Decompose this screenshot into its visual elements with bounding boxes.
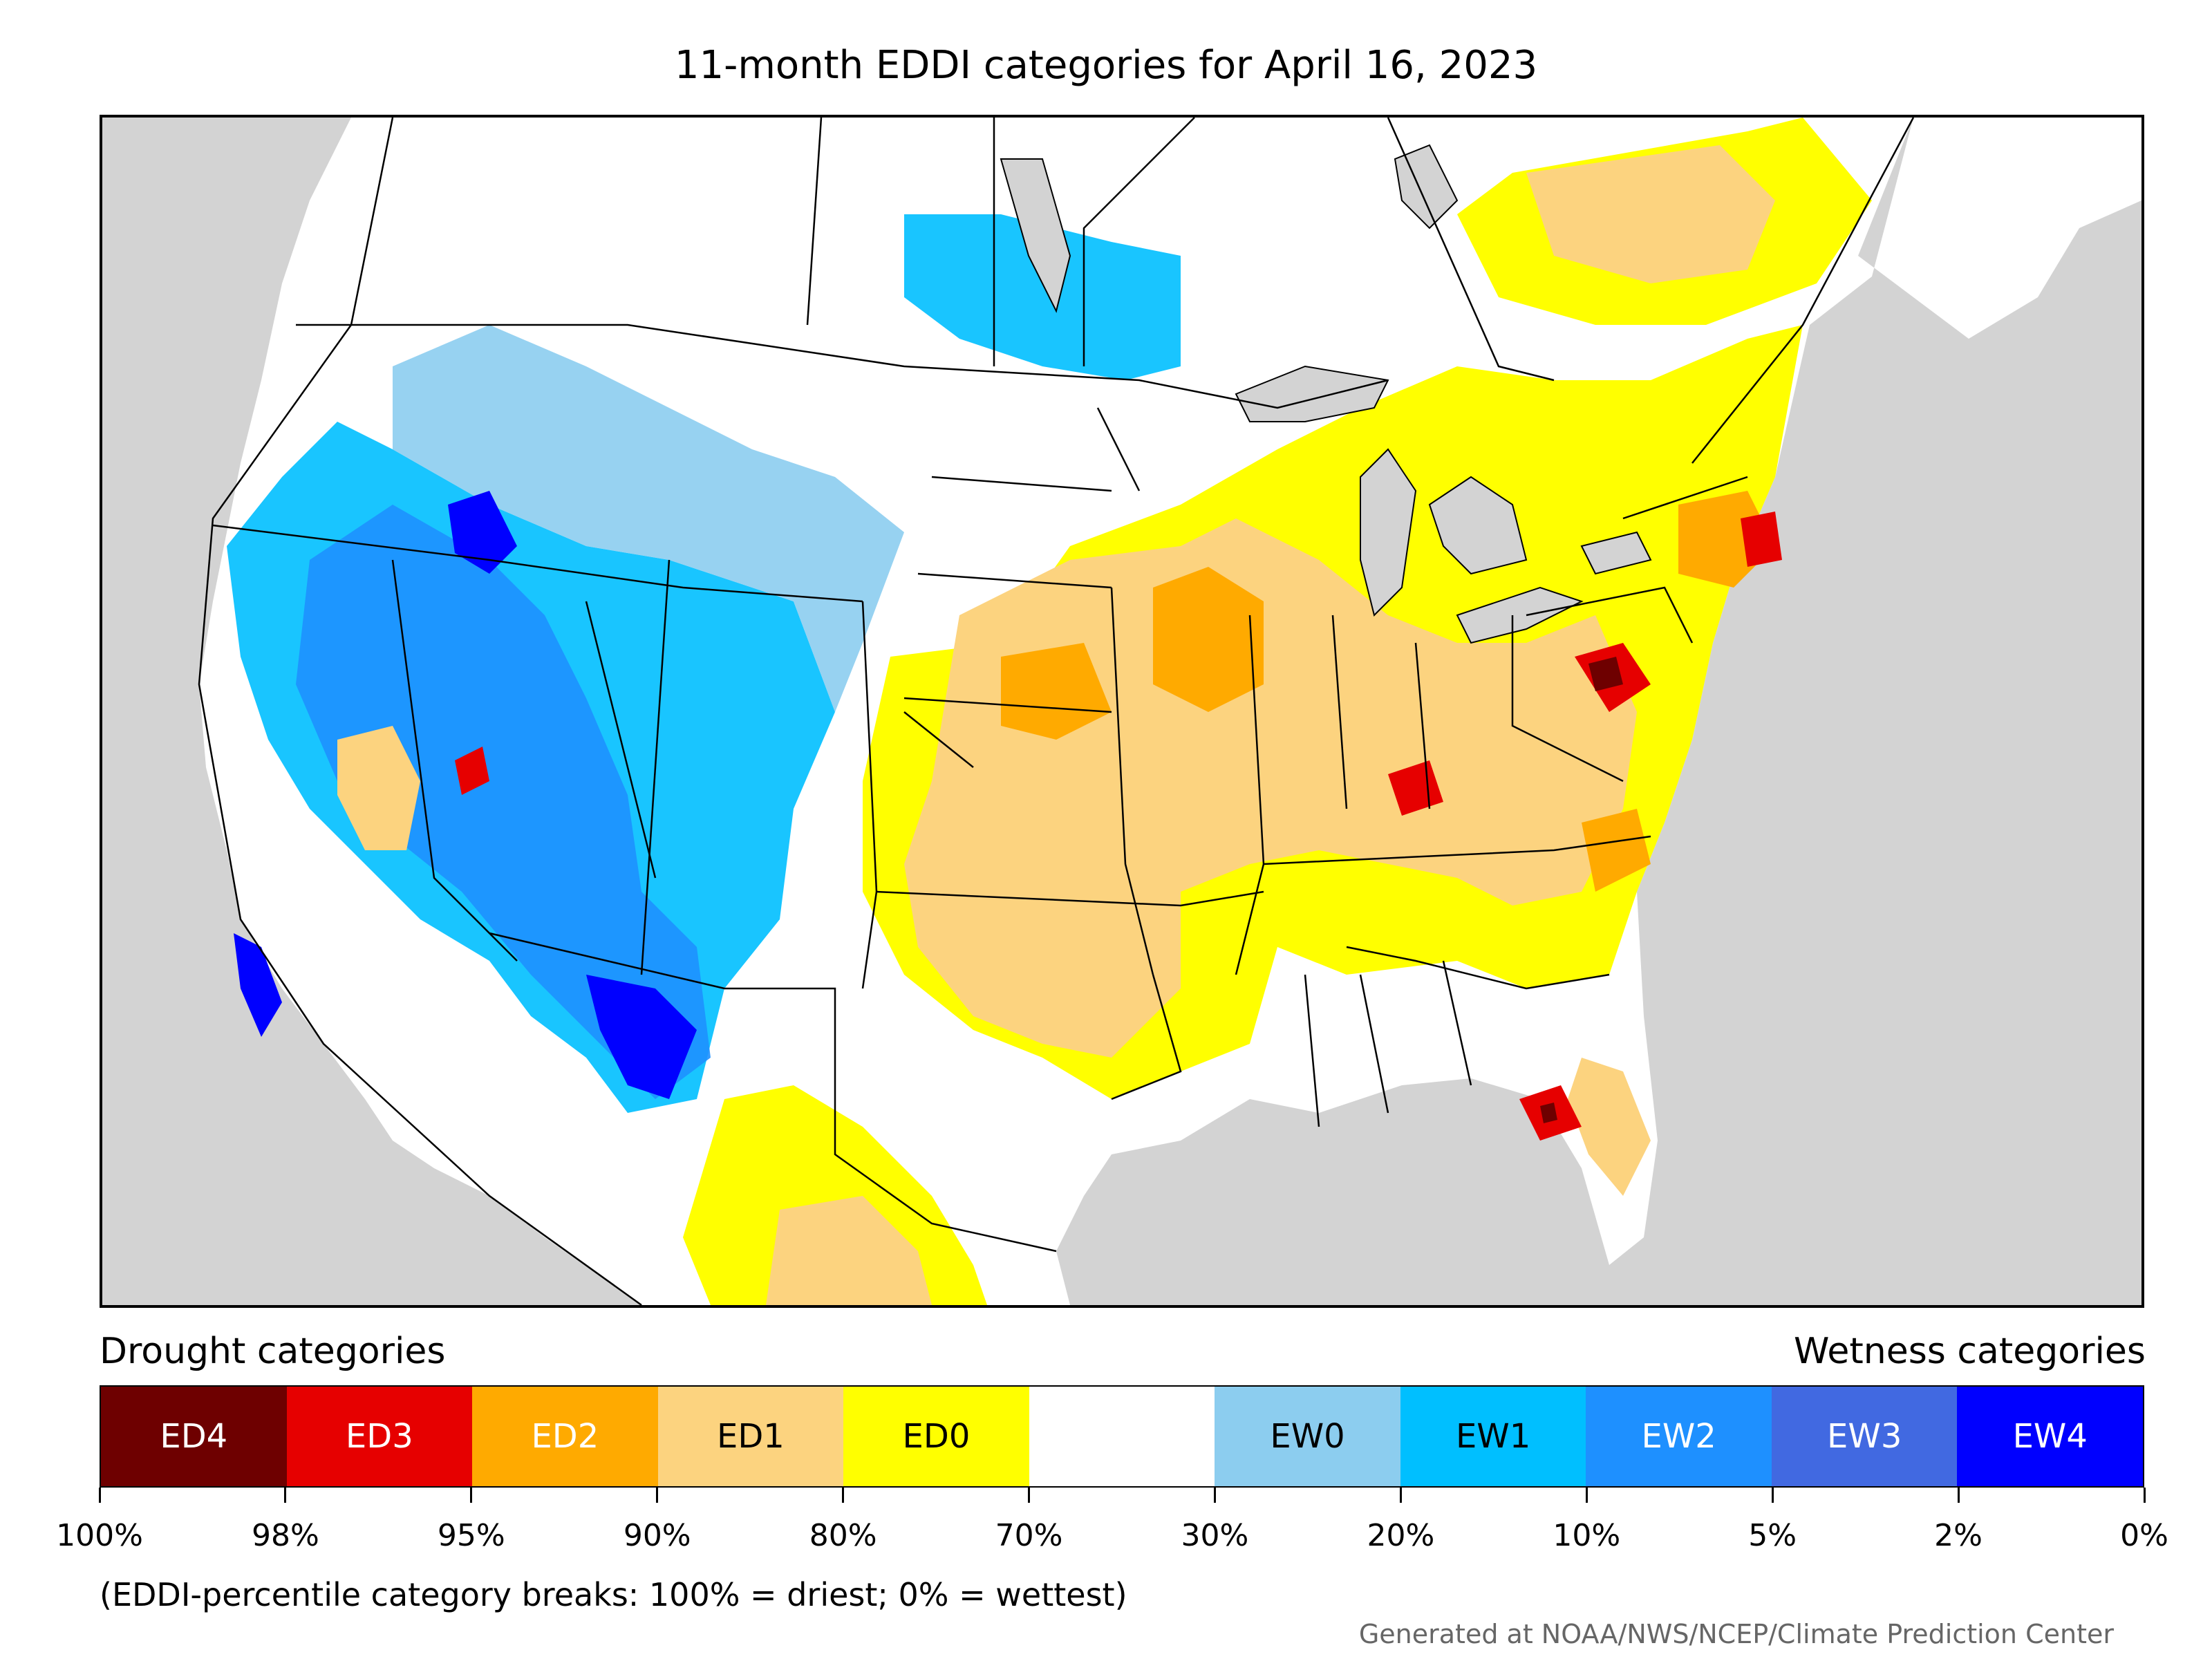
source-credit: Generated at NOAA/NWS/NCEP/Climate Predi… xyxy=(1358,1619,2114,1649)
colorbar-tick-label: 20% xyxy=(1367,1518,1435,1553)
colorbar-tick-label: 10% xyxy=(1553,1518,1621,1553)
legend-cell-ed1: ED1 xyxy=(657,1387,844,1486)
wet-area-canada-ew1 xyxy=(904,214,1181,380)
colorbar-tick-label: 70% xyxy=(995,1518,1063,1553)
eddi-map xyxy=(100,115,2144,1308)
colorbar-tick xyxy=(1771,1488,1774,1503)
legend-cell-ed0: ED0 xyxy=(843,1387,1029,1486)
wetness-categories-heading: Wetness categories xyxy=(1794,1331,2146,1372)
legend-cell-normal xyxy=(1029,1387,1215,1486)
great-lakes xyxy=(1000,144,1652,644)
colorbar-tick xyxy=(1028,1488,1031,1503)
colorbar-tick-label: 95% xyxy=(437,1518,505,1553)
colorbar-tick xyxy=(1585,1488,1588,1503)
colorbar-tick-label: 100% xyxy=(56,1518,143,1553)
wet-area-ew4 xyxy=(234,491,697,1099)
colorbar-tick-label: 5% xyxy=(1748,1518,1797,1553)
political-borders xyxy=(198,118,1915,1305)
colorbar-tick-label: 0% xyxy=(2120,1518,2168,1553)
legend-cell-ed3: ED3 xyxy=(286,1387,473,1486)
colorbar-tick-label: 30% xyxy=(1181,1518,1249,1553)
colorbar-tick-label: 80% xyxy=(809,1518,877,1553)
wet-area-ew0 xyxy=(393,325,904,712)
colorbar-tick xyxy=(1957,1488,1960,1503)
colorbar-tick xyxy=(470,1488,473,1503)
colorbar-tick xyxy=(1399,1488,1402,1503)
legend-cell-ew2: EW2 xyxy=(1586,1387,1772,1486)
legend-cell-ew4: EW4 xyxy=(1957,1387,2144,1486)
colorbar-tick-label: 2% xyxy=(1934,1518,1983,1553)
wet-area-ew2 xyxy=(296,505,711,1099)
legend-cell-ew3: EW3 xyxy=(1771,1387,1958,1486)
colorbar-tick xyxy=(842,1488,845,1503)
drought-categories-heading: Drought categories xyxy=(100,1331,446,1372)
legend-cell-ew1: EW1 xyxy=(1400,1387,1586,1486)
category-colorbar: ED4 ED3 ED2 ED1 ED0 EW0 EW1 EW2 EW3 EW4 xyxy=(100,1385,2144,1488)
legend-cell-ew0: EW0 xyxy=(1215,1387,1400,1486)
colorbar-tick xyxy=(284,1488,287,1503)
legend-cell-ed2: ED2 xyxy=(472,1387,658,1486)
drought-area-ed2 xyxy=(1001,491,1775,892)
colorbar-tick-label: 90% xyxy=(623,1518,691,1553)
colorbar-tick xyxy=(1213,1488,1216,1503)
colorbar-tick xyxy=(98,1488,101,1503)
category-breaks-note: (EDDI-percentile category breaks: 100% =… xyxy=(100,1576,1127,1613)
map-title: 11-month EDDI categories for April 16, 2… xyxy=(674,43,1538,88)
colorbar-ticks xyxy=(98,1488,2146,1504)
legend-cell-ed4: ED4 xyxy=(101,1387,287,1486)
colorbar-tick-label: 98% xyxy=(252,1518,319,1553)
colorbar-tick xyxy=(656,1488,659,1503)
colorbar-tick xyxy=(2143,1488,2146,1503)
